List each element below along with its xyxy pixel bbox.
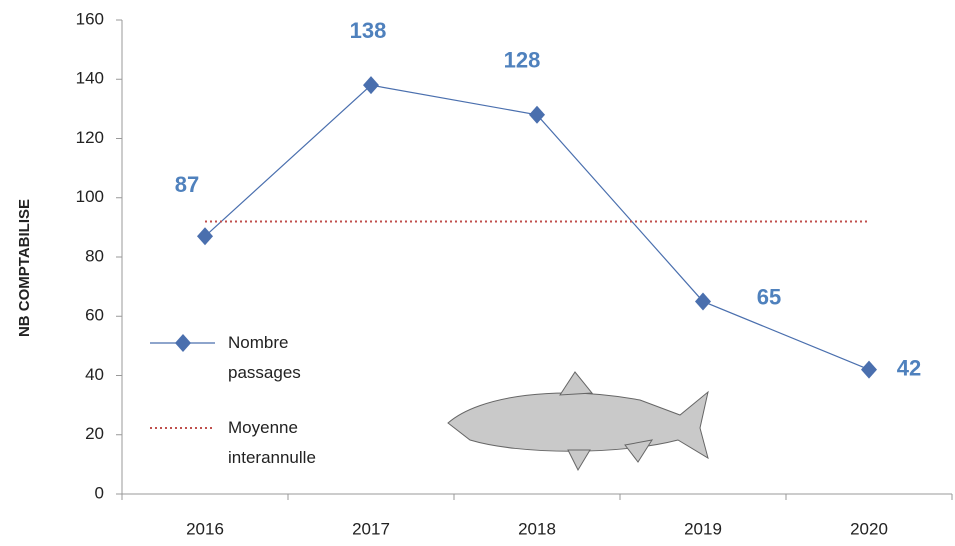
legend-entry: Nombre passages	[228, 333, 301, 382]
y-tick-label: 0	[95, 483, 104, 502]
data-label: 87	[175, 172, 199, 197]
y-tick-label: 100	[76, 187, 104, 206]
y-tick-label: 120	[76, 128, 104, 147]
y-tick-label: 20	[85, 424, 104, 443]
x-tick-label: 2020	[850, 519, 888, 538]
data-point	[363, 76, 379, 95]
legend-entry: Moyenne interannulle	[228, 418, 316, 467]
y-axis-label: NB COMPTABILISE	[16, 199, 33, 337]
y-tick-label: 40	[85, 365, 104, 384]
legend-marker	[175, 334, 191, 352]
y-tick-label: 140	[76, 69, 104, 88]
data-label: 42	[897, 355, 921, 380]
y-tick-label: 160	[76, 9, 104, 28]
fish-illustration	[447, 371, 709, 472]
data-label: 138	[350, 18, 387, 43]
data-point	[529, 105, 545, 124]
data-point	[695, 292, 711, 311]
x-tick-label: 2019	[684, 519, 722, 538]
data-line	[204, 84, 870, 371]
data-point	[861, 360, 877, 379]
data-label: 65	[757, 284, 781, 309]
legend-label: Moyenne interannulle	[228, 418, 316, 467]
data-label: 128	[504, 48, 541, 73]
x-tick-label: 2018	[518, 519, 556, 538]
x-tick-label: 2017	[352, 519, 390, 538]
x-tick-label: 2016	[186, 519, 224, 538]
y-tick-label: 80	[85, 246, 104, 265]
y-tick-label: 60	[85, 306, 104, 325]
legend-label: Nombre passages	[228, 333, 301, 382]
data-point	[197, 227, 213, 246]
